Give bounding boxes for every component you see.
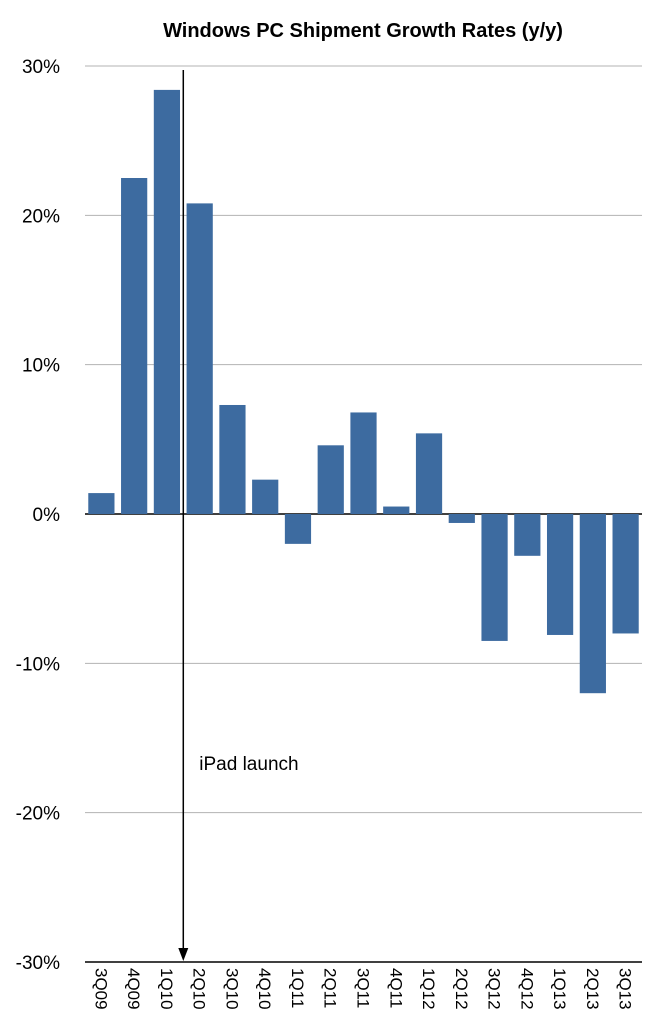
y-tick-label: -30% [16, 953, 60, 974]
annotations: iPad launch [178, 70, 299, 961]
bar-1Q13 [546, 514, 574, 635]
bar-4Q10 [252, 479, 279, 514]
bar-3Q09 [88, 493, 115, 514]
ipad-launch-label: iPad launch [199, 754, 298, 775]
bar-3Q10 [219, 404, 246, 514]
chart-title: Windows PC Shipment Growth Rates (y/y) [163, 20, 563, 42]
bar-2Q10 [186, 203, 213, 515]
x-tick-label: 2Q11 [321, 968, 340, 1008]
bar-1Q10 [153, 89, 181, 514]
bar-2Q13 [579, 514, 606, 694]
x-tick-label: 3Q13 [616, 968, 635, 1010]
x-tick-label: 1Q11 [288, 968, 307, 1008]
y-tick-label: 10% [22, 356, 60, 377]
x-tick-label: 3Q12 [485, 968, 504, 1010]
bar-3Q11 [350, 412, 377, 514]
bar-2Q11 [317, 445, 344, 514]
x-tick-label: 1Q12 [419, 968, 438, 1010]
bar-4Q11 [383, 506, 410, 514]
y-tick-label: 20% [22, 206, 60, 227]
x-tick-label: 2Q13 [583, 968, 602, 1010]
x-tick-label: 3Q11 [354, 968, 373, 1008]
y-tick-label: -10% [16, 654, 60, 675]
y-tick-label: 30% [22, 57, 60, 78]
x-tick-label: 1Q13 [550, 968, 569, 1010]
y-axis-ticks: 30% 20% 10% 0% -10% -20% -30% [16, 57, 60, 974]
x-axis-ticks: 3Q09 4Q09 1Q10 2Q10 3Q10 4Q10 1Q11 2Q11 3Q11 4Q11… [91, 968, 634, 1010]
x-tick-label: 3Q10 [222, 968, 241, 1010]
x-tick-label: 1Q10 [157, 968, 176, 1010]
x-tick-label: 2Q10 [190, 968, 209, 1010]
x-tick-label: 4Q11 [386, 968, 405, 1008]
y-tick-label: -20% [16, 804, 60, 825]
bar-4Q12 [514, 514, 541, 556]
x-tick-label: 4Q10 [255, 968, 274, 1010]
x-tick-label: 4Q09 [124, 968, 143, 1010]
x-tick-label: 4Q12 [517, 968, 536, 1010]
x-tick-label: 2Q12 [452, 968, 471, 1010]
x-tick-label: 3Q09 [91, 968, 110, 1010]
bars [88, 89, 639, 694]
bar-1Q12 [415, 433, 443, 514]
bar-2Q12 [448, 514, 475, 523]
y-tick-label: 0% [33, 505, 61, 526]
bar-4Q09 [121, 178, 148, 514]
bar-3Q12 [481, 514, 508, 641]
bar-3Q13 [612, 514, 639, 634]
ipad-launch-arrowhead [178, 948, 189, 961]
bar-1Q11 [284, 514, 312, 544]
